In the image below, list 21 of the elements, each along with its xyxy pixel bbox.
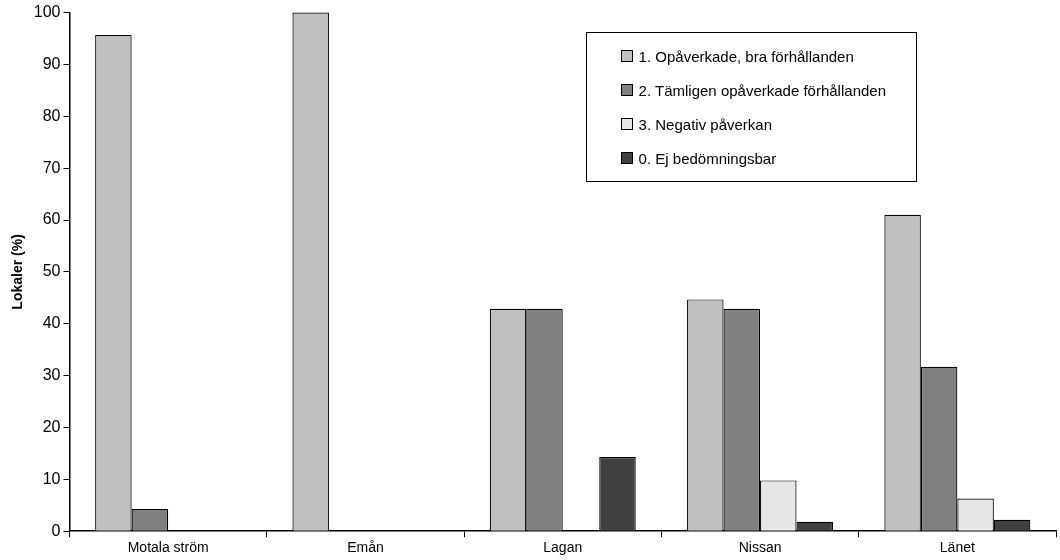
x-tick-label: Nissan [738,539,782,556]
y-tick-label: 70 [42,158,61,176]
y-tick-label: 0 [51,521,61,539]
x-tick-label: Lagan [543,539,583,556]
y-axis-title: Lokaler (%) [9,234,26,310]
x-tick-label: Emån [347,539,384,556]
y-tick-label: 60 [42,210,61,228]
y-tick-label: 80 [42,106,61,124]
y-tick-label: 10 [42,469,61,487]
y-tick-label: 30 [42,366,61,384]
legend-label: 1. Opåverkade, bra förhållanden [638,47,854,65]
y-tick-label: 40 [42,314,61,332]
y-tick-label: 50 [42,262,61,280]
x-tick-label: Motala ström [127,539,209,556]
y-tick-label: 90 [42,54,61,72]
legend-label: 0. Ej bedömningsbar [638,149,777,167]
y-tick-label: 20 [42,417,61,435]
legend-label: 2. Tämligen opåverkade förhållanden [638,81,886,99]
y-tick-label: 100 [33,3,61,21]
legend-label: 3. Negativ påverkan [638,115,773,133]
x-tick-label: Länet [939,539,975,556]
